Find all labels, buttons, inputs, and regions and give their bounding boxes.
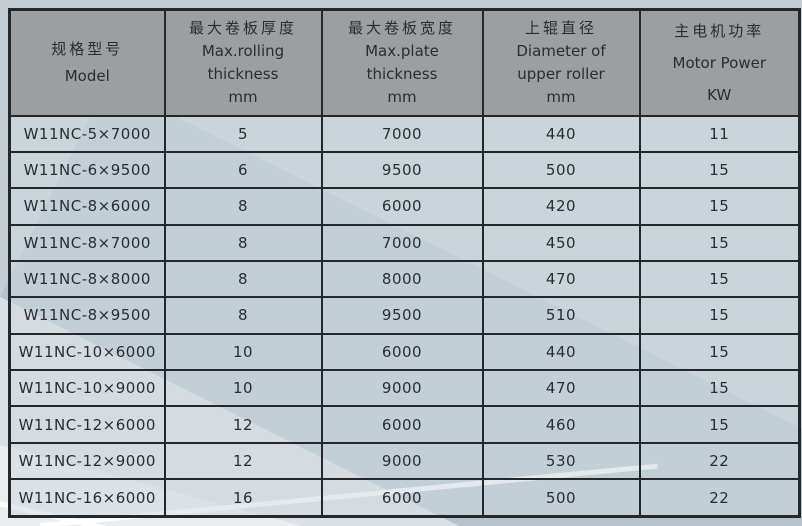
cell-motor-power: 15: [638, 187, 801, 226]
cell-max-rolling-thickness: 6: [163, 150, 323, 190]
header-upper-roller-diameter-en1: Diameter of: [516, 41, 606, 60]
cell-motor-power: 15: [638, 296, 801, 335]
header-max-plate-width-unit: mm: [387, 87, 417, 106]
cell-upper-roller-diameter: 500: [481, 478, 641, 518]
cell-max-plate-width: 6000: [320, 405, 484, 444]
cell-motor-power: 15: [638, 150, 801, 190]
cell-motor-power: 15: [638, 223, 801, 262]
cell-upper-roller-diameter: 470: [481, 369, 641, 408]
cell-max-plate-width: 6000: [320, 478, 484, 518]
cell-upper-roller-diameter: 440: [481, 332, 641, 372]
cell-upper-roller-diameter: 470: [481, 259, 641, 299]
cell-max-plate-width: 8000: [320, 259, 484, 299]
cell-model: W11NC-8×6000: [8, 187, 166, 226]
header-model: 规格型号 Model: [8, 8, 166, 117]
header-motor-power-cn: 主电机功率: [674, 21, 765, 40]
cell-model: W11NC-5×7000: [8, 114, 166, 153]
cell-max-rolling-thickness: 8: [163, 259, 323, 299]
header-motor-power-unit: KW: [707, 85, 732, 104]
table-row: W11NC-6×9500 6 9500 500 15: [8, 150, 801, 190]
spec-table: 规格型号 Model 最大卷板厚度 Max.rolling thickness …: [8, 8, 801, 518]
cell-upper-roller-diameter: 460: [481, 405, 641, 444]
cell-model: W11NC-16×6000: [8, 478, 166, 518]
cell-upper-roller-diameter: 500: [481, 150, 641, 190]
cell-model: W11NC-12×9000: [8, 441, 166, 481]
table-row: W11NC-8×6000 8 6000 420 15: [8, 187, 801, 226]
cell-max-plate-width: 9500: [320, 296, 484, 335]
cell-model: W11NC-8×8000: [8, 259, 166, 299]
header-max-rolling-thickness-cn: 最大卷板厚度: [188, 18, 297, 37]
cell-max-rolling-thickness: 10: [163, 332, 323, 372]
table-row: W11NC-10×9000 10 9000 470 15: [8, 369, 801, 408]
table-row: W11NC-12×9000 12 9000 530 22: [8, 441, 801, 481]
header-model-en: Model: [64, 66, 110, 85]
header-max-rolling-thickness: 最大卷板厚度 Max.rolling thickness mm: [163, 8, 323, 117]
cell-model: W11NC-8×7000: [8, 223, 166, 262]
header-max-plate-width-en2: thickness: [366, 64, 438, 83]
header-upper-roller-diameter-en2: upper roller: [517, 64, 605, 83]
table-row: W11NC-16×6000 16 6000 500 22: [8, 478, 801, 518]
cell-max-rolling-thickness: 12: [163, 405, 323, 444]
table-row: W11NC-8×8000 8 8000 470 15: [8, 259, 801, 299]
table-row: W11NC-5×7000 5 7000 440 11: [8, 114, 801, 153]
cell-max-rolling-thickness: 16: [163, 478, 323, 518]
cell-motor-power: 22: [638, 441, 801, 481]
cell-max-rolling-thickness: 10: [163, 369, 323, 408]
cell-max-plate-width: 6000: [320, 187, 484, 226]
cell-upper-roller-diameter: 510: [481, 296, 641, 335]
cell-max-plate-width: 9500: [320, 150, 484, 190]
cell-model: W11NC-8×9500: [8, 296, 166, 335]
header-model-cn: 规格型号: [51, 39, 124, 58]
cell-max-rolling-thickness: 8: [163, 187, 323, 226]
cell-model: W11NC-10×6000: [8, 332, 166, 372]
cell-motor-power: 15: [638, 405, 801, 444]
cell-max-plate-width: 7000: [320, 223, 484, 262]
cell-upper-roller-diameter: 420: [481, 187, 641, 226]
header-upper-roller-diameter-unit: mm: [546, 87, 576, 106]
table-row: W11NC-8×9500 8 9500 510 15: [8, 296, 801, 335]
cell-max-plate-width: 6000: [320, 332, 484, 372]
cell-model: W11NC-12×6000: [8, 405, 166, 444]
cell-model: W11NC-6×9500: [8, 150, 166, 190]
header-max-plate-width-en1: Max.plate: [365, 41, 439, 60]
header-upper-roller-diameter-cn: 上辊直径: [524, 18, 597, 37]
cell-max-rolling-thickness: 8: [163, 223, 323, 262]
cell-max-plate-width: 9000: [320, 441, 484, 481]
cell-upper-roller-diameter: 450: [481, 223, 641, 262]
cell-motor-power: 22: [638, 478, 801, 518]
cell-motor-power: 15: [638, 259, 801, 299]
table-header: 规格型号 Model 最大卷板厚度 Max.rolling thickness …: [8, 8, 801, 117]
header-max-plate-width: 最大卷板宽度 Max.plate thickness mm: [320, 8, 484, 117]
cell-upper-roller-diameter: 440: [481, 114, 641, 153]
table-row: W11NC-10×6000 10 6000 440 15: [8, 332, 801, 372]
table-body: W11NC-5×7000 5 7000 440 11 W11NC-6×9500 6 9500 5…: [8, 114, 801, 518]
cell-max-rolling-thickness: 12: [163, 441, 323, 481]
header-max-rolling-thickness-en1: Max.rolling: [201, 41, 285, 60]
cell-max-rolling-thickness: 8: [163, 296, 323, 335]
header-upper-roller-diameter: 上辊直径 Diameter of upper roller mm: [481, 8, 641, 117]
header-motor-power: 主电机功率 Motor Power KW: [638, 8, 801, 117]
cell-upper-roller-diameter: 530: [481, 441, 641, 481]
cell-motor-power: 11: [638, 114, 801, 153]
cell-motor-power: 15: [638, 332, 801, 372]
header-max-rolling-thickness-en2: thickness: [207, 64, 279, 83]
header-max-plate-width-cn: 最大卷板宽度: [347, 18, 456, 37]
cell-max-plate-width: 9000: [320, 369, 484, 408]
table-row: W11NC-8×7000 8 7000 450 15: [8, 223, 801, 262]
cell-max-rolling-thickness: 5: [163, 114, 323, 153]
header-max-rolling-thickness-unit: mm: [228, 87, 258, 106]
cell-motor-power: 15: [638, 369, 801, 408]
table-row: W11NC-12×6000 12 6000 460 15: [8, 405, 801, 444]
cell-model: W11NC-10×9000: [8, 369, 166, 408]
cell-max-plate-width: 7000: [320, 114, 484, 153]
header-motor-power-en: Motor Power: [672, 53, 766, 72]
header-row: 规格型号 Model 最大卷板厚度 Max.rolling thickness …: [8, 8, 801, 117]
